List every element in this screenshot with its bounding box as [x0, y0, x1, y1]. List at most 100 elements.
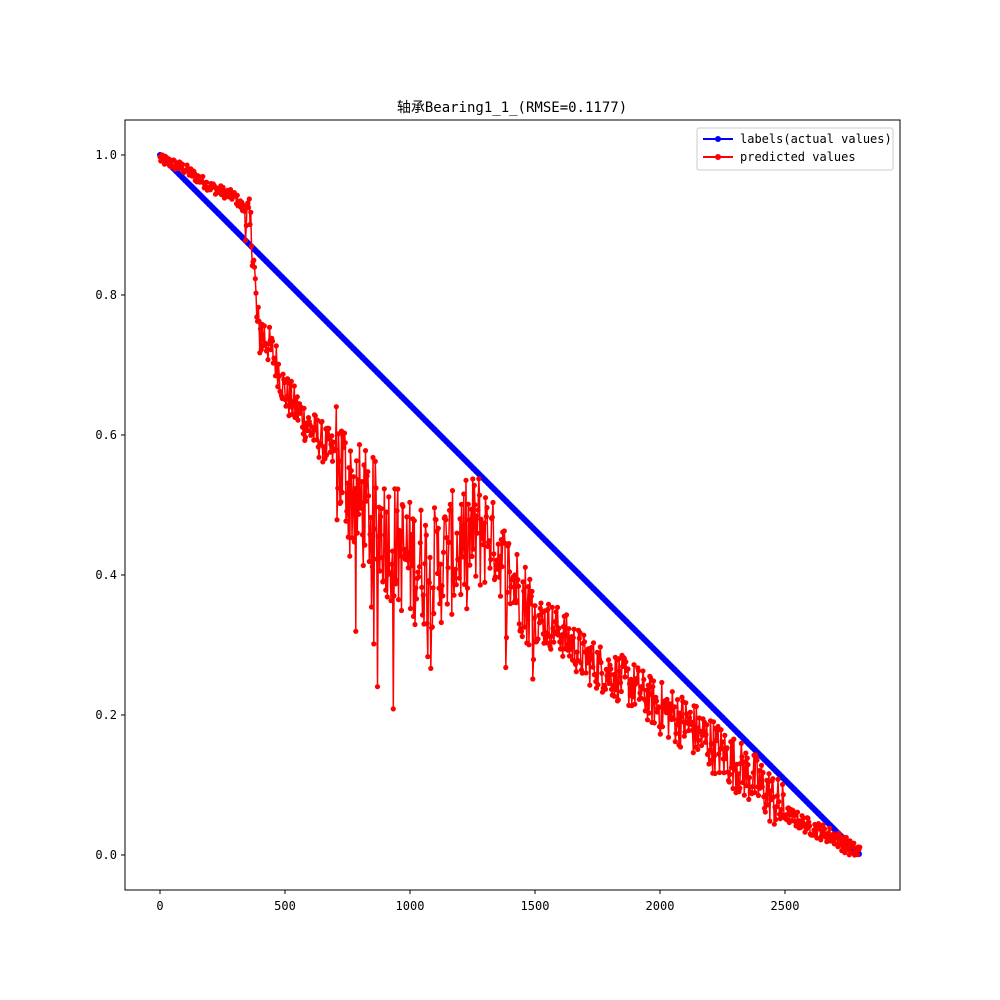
predicted-point [763, 792, 769, 798]
predicted-point [759, 784, 765, 790]
predicted-point [368, 604, 375, 610]
x-tick-label: 500 [274, 899, 296, 913]
predicted-point [389, 548, 396, 554]
predicted-point [741, 792, 747, 798]
predicted-point [321, 446, 327, 452]
predicted-point [669, 689, 675, 695]
predicted-point [617, 668, 623, 674]
predicted-point [776, 799, 782, 805]
predicted-point [465, 501, 471, 507]
predicted-point [245, 205, 252, 211]
predicted-point [644, 687, 650, 693]
predicted-point [656, 704, 662, 710]
predicted-point [740, 779, 746, 786]
predicted-point [617, 680, 624, 686]
predicted-point [521, 588, 527, 594]
predicted-point [708, 741, 714, 747]
predicted-point [664, 696, 670, 703]
predicted-point [519, 633, 525, 640]
predicted-point [703, 732, 709, 738]
predicted-point [472, 502, 478, 508]
predicted-point [248, 209, 254, 215]
predicted-point [532, 603, 538, 609]
predicted-point [416, 574, 422, 580]
predicted-point [368, 514, 374, 521]
predicted-point [727, 771, 733, 777]
predicted-point [468, 506, 474, 512]
predicted-point [485, 543, 491, 550]
predicted-point [577, 630, 583, 636]
predicted-point [568, 646, 574, 652]
predicted-point [377, 514, 384, 520]
predicted-point [420, 592, 426, 598]
predicted-point [659, 724, 666, 730]
predicted-point [413, 585, 419, 591]
predicted-point [253, 290, 259, 296]
predicted-point [471, 482, 477, 488]
predicted-point [363, 498, 369, 504]
predicted-point [281, 380, 288, 386]
axes-layer: 0 500 1000 1500 2000 2500 0.0 0.2 0.4 0.6 0.8 1.0 [95, 148, 799, 913]
predicted-point [836, 833, 843, 839]
predicted-point [360, 562, 366, 569]
predicted-point [332, 446, 339, 453]
predicted-point [644, 717, 651, 723]
predicted-point [417, 540, 423, 546]
predicted-point [416, 564, 423, 570]
predicted-point [356, 442, 363, 448]
predicted-point [365, 493, 372, 499]
predicted-point [542, 636, 549, 642]
predicted-point [615, 697, 621, 703]
predicted-point [572, 661, 579, 667]
predicted-point [469, 553, 475, 560]
series-layer [157, 152, 863, 858]
predicted-point [446, 539, 452, 546]
predicted-point [667, 701, 673, 707]
predicted-point [805, 815, 811, 821]
predicted-point [437, 561, 444, 567]
predicted-point [273, 343, 279, 349]
predicted-point [618, 688, 624, 695]
predicted-point [400, 503, 406, 510]
predicted-point [693, 703, 699, 710]
predicted-point [449, 488, 456, 494]
predicted-point [426, 580, 432, 586]
predicted-point [294, 394, 300, 400]
predicted-point [374, 684, 381, 690]
predicted-point [750, 770, 756, 776]
predicted-point [439, 583, 445, 589]
predicted-point [634, 675, 640, 682]
predicted-point [470, 546, 477, 552]
predicted-point [504, 589, 510, 595]
predicted-point [443, 535, 450, 541]
predicted-point [423, 532, 429, 538]
predicted-point [773, 804, 780, 810]
predicted-point [450, 575, 456, 582]
predicted-point [412, 621, 418, 628]
predicted-point [274, 367, 280, 373]
predicted-point [456, 575, 462, 581]
predicted-point [288, 378, 294, 384]
predicted-point [651, 720, 657, 726]
predicted-point [679, 694, 685, 700]
predicted-point [630, 694, 636, 700]
predicted-point [374, 556, 380, 562]
predicted-point [366, 558, 372, 565]
predicted-point [451, 592, 457, 598]
predicted-point [576, 635, 582, 642]
predicted-point [770, 776, 776, 782]
predicted-point [680, 719, 687, 725]
predicted-point [444, 601, 450, 607]
y-tick-label: 1.0 [95, 148, 117, 162]
x-tick-label: 1500 [521, 899, 550, 913]
predicted-point [458, 591, 464, 598]
predicted-point [596, 651, 602, 657]
predicted-point [422, 522, 429, 529]
predicted-point [611, 693, 618, 699]
predicted-point [493, 562, 499, 568]
predicted-point [258, 347, 264, 353]
predicted-point [358, 499, 364, 506]
predicted-point [623, 659, 629, 665]
predicted-point [689, 722, 695, 728]
predicted-point [620, 663, 626, 670]
